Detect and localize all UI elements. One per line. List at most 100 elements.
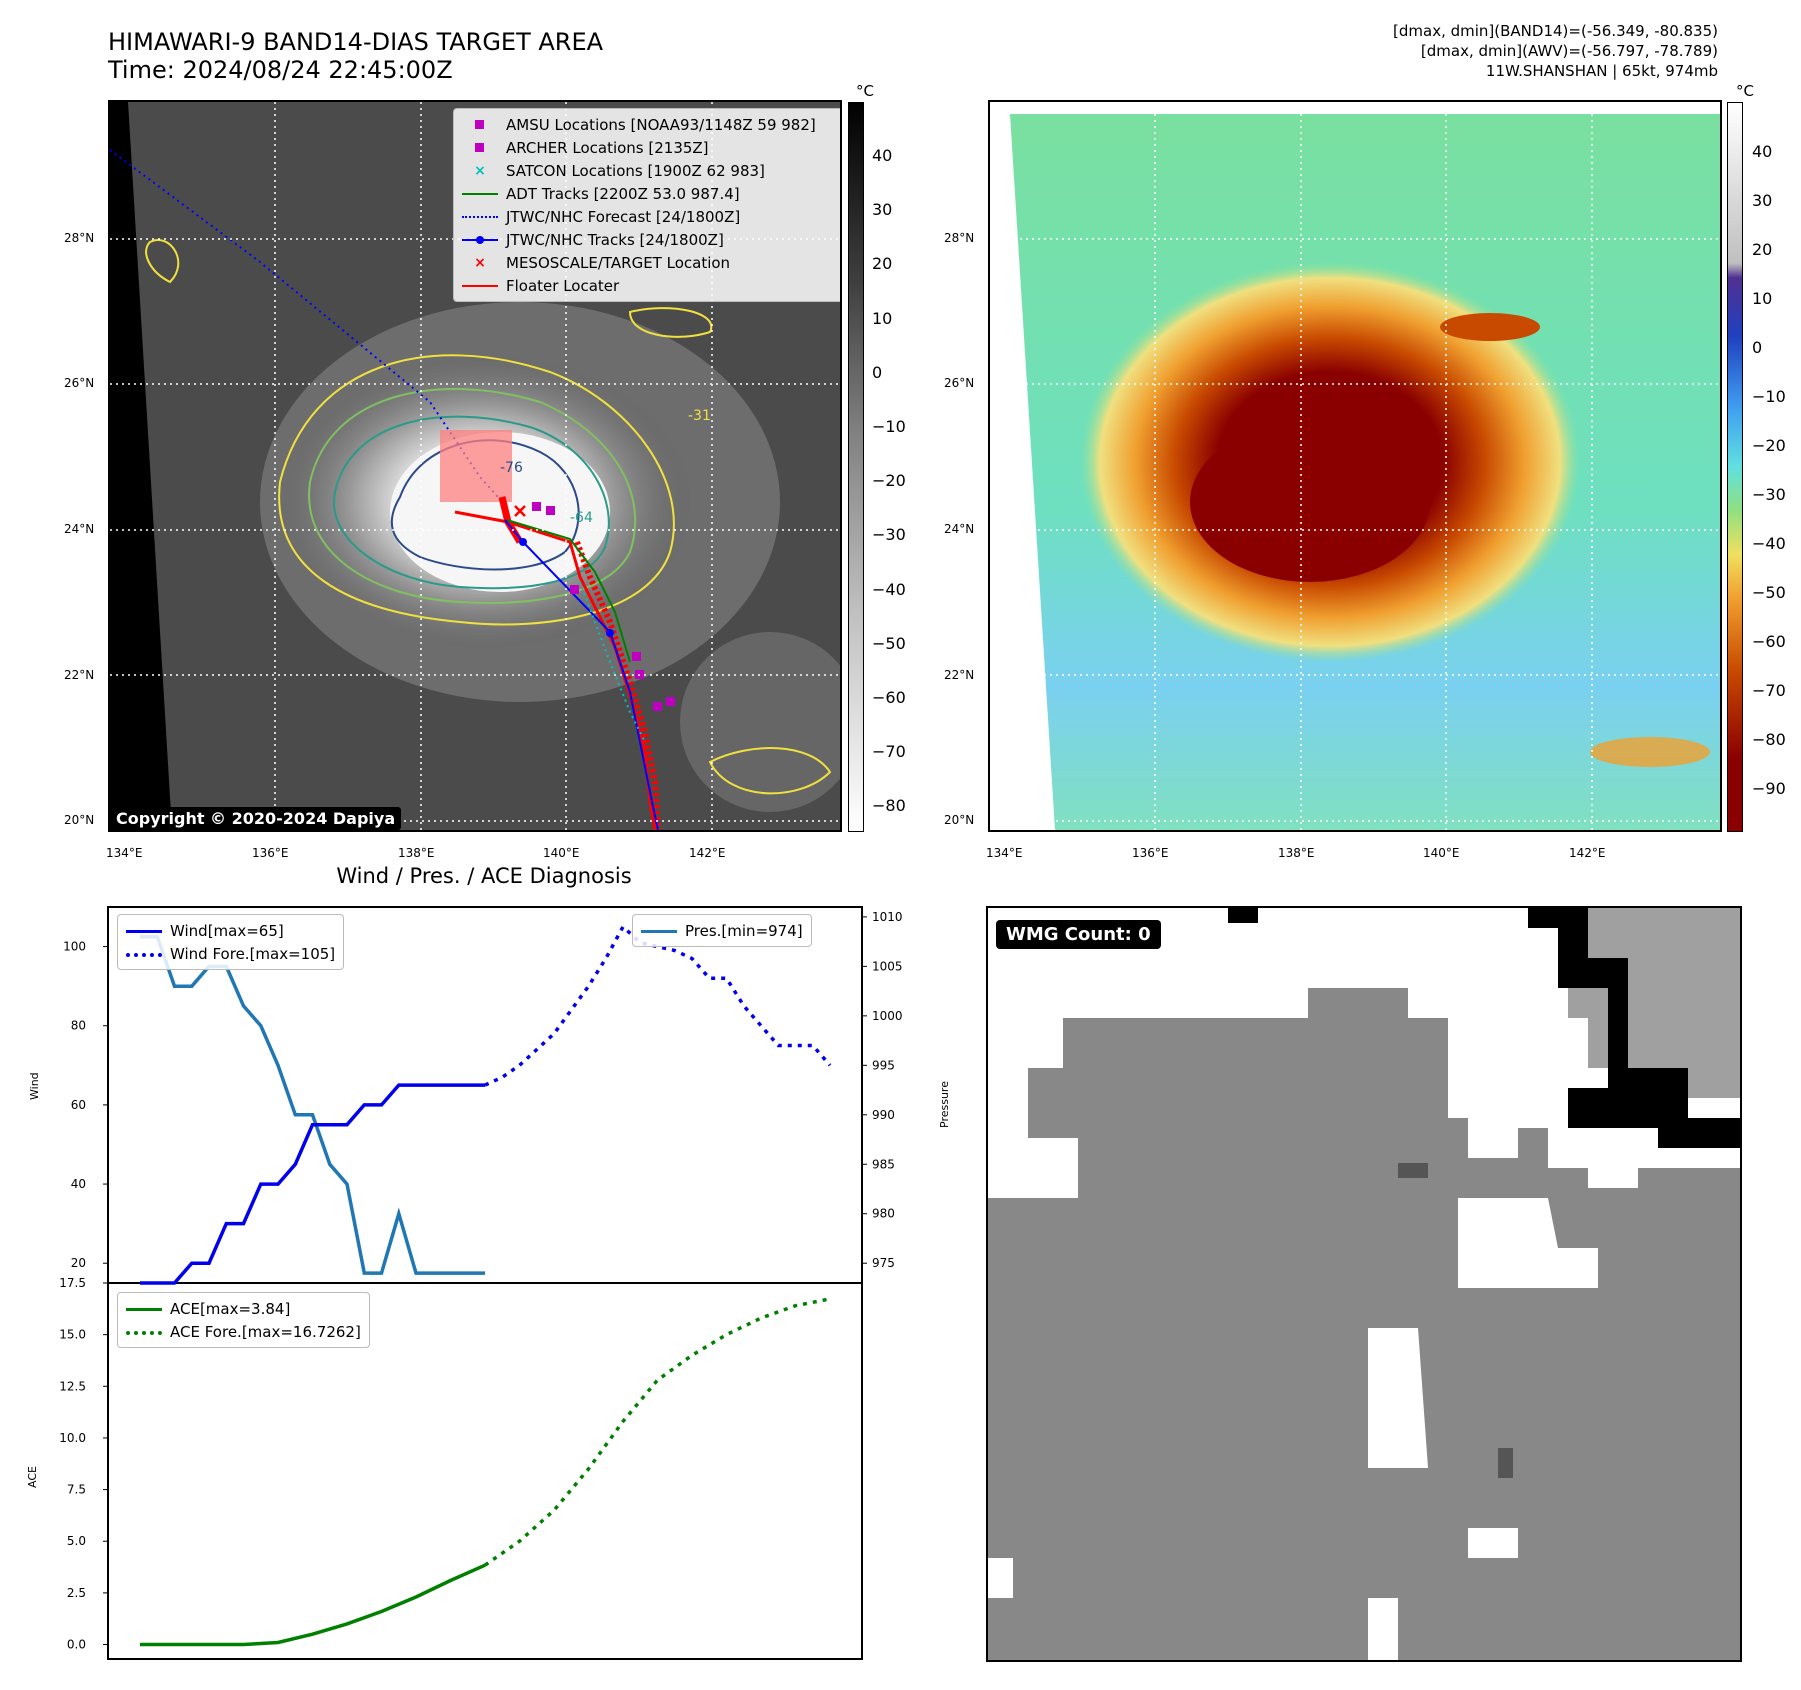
legend-item-ace-fore: ACE Fore.[max=16.7262] <box>126 1320 361 1343</box>
line-icon <box>641 925 677 937</box>
lat-tick: 26°N <box>64 376 95 390</box>
legend-item-wind: Wind[max=65] <box>126 919 335 942</box>
pressure-axis-tick-label: 980 <box>872 1207 895 1221</box>
lat-tick: 28°N <box>944 231 975 245</box>
legend-item-jtwc-tracks: JTWC/NHC Tracks [24/1800Z] <box>462 228 834 251</box>
legend-label: ADT Tracks [2200Z 53.0 987.4] <box>506 184 740 203</box>
lat-tick: 20°N <box>944 813 975 827</box>
ace-legend: ACE[max=3.84] ACE Fore.[max=16.7262] <box>117 1292 370 1348</box>
ace-axis-tick-label: 17.5 <box>59 1276 86 1290</box>
ace-axis-tick-label: 15.0 <box>59 1328 86 1342</box>
legend-label: Pres.[min=974] <box>685 921 803 940</box>
legend-label: ACE[max=3.84] <box>170 1299 291 1318</box>
legend-label: Wind Fore.[max=105] <box>170 944 336 963</box>
colorbar-tick-label: −80 <box>872 796 906 816</box>
lon-tick: 138°E <box>1278 846 1315 860</box>
colorbar-unit: °C <box>1736 82 1754 100</box>
colorbar-tick-label: 0 <box>872 362 883 382</box>
info-awv: [dmax, dmin](AWV)=(-56.797, -78.789) <box>1420 42 1718 60</box>
wind-axis-tick-label: 40 <box>71 1177 86 1191</box>
copyright-label: Copyright © 2020-2024 Dapiya <box>110 807 402 830</box>
lat-tick: 28°N <box>64 231 95 245</box>
lon-tick: 138°E <box>398 846 435 860</box>
x-marker-icon: × <box>474 162 486 179</box>
legend-item-target: × MESOSCALE/TARGET Location <box>462 251 834 274</box>
legend-label: Floater Locater <box>506 276 620 295</box>
legend-item-pres: Pres.[min=974] <box>641 919 803 942</box>
colorbar-tick-label: −80 <box>1752 730 1786 749</box>
colorbar-tick-label: −30 <box>872 525 906 545</box>
legend-label: JTWC/NHC Forecast [24/1800Z] <box>506 207 741 226</box>
diagnosis-chart: 100 80 60 40 20 1010 1005 1000 995 990 985 980 975 17… <box>59 906 903 1660</box>
ace-plot-frame <box>107 1282 863 1660</box>
line-dot-icon <box>462 234 498 246</box>
legend-item-floater: Floater Locater <box>462 274 834 297</box>
legend-label: Wind[max=65] <box>170 921 284 940</box>
x-marker-icon: × <box>474 254 486 271</box>
awv-map-panel <box>988 100 1722 832</box>
lon-tick: 142°E <box>1569 846 1606 860</box>
contour-label-31: -31 <box>688 408 711 424</box>
series-line-pres-0 <box>140 934 485 1275</box>
pressure-legend: Pres.[min=974] <box>632 914 812 947</box>
legend-label: AMSU Locations [NOAA93/1148Z 59 982] <box>506 115 816 134</box>
awv-map-image <box>990 102 1720 830</box>
colorbar-tick-label: −30 <box>1752 485 1786 504</box>
legend-item-ace: ACE[max=3.84] <box>126 1297 361 1320</box>
wind-axis-tick-label: 80 <box>71 1019 86 1033</box>
legend-item-adt: ADT Tracks [2200Z 53.0 987.4] <box>462 182 834 205</box>
legend-item-jtwc-forecast: JTWC/NHC Forecast [24/1800Z] <box>462 205 834 228</box>
lat-tick: 22°N <box>944 668 975 682</box>
dotted-line-icon <box>126 1326 162 1338</box>
colorbar-tick-label: 10 <box>1752 289 1773 308</box>
lon-tick: 142°E <box>689 846 726 860</box>
pressure-axis-tick-label: 985 <box>872 1157 895 1171</box>
ace-axis-tick-label: 5.0 <box>67 1534 86 1548</box>
colorbar-tick-label: −20 <box>1752 436 1786 455</box>
chart-time: Time: 2024/08/24 22:45:00Z <box>108 56 453 84</box>
colorbar-tick-label: −40 <box>1752 534 1786 553</box>
pressure-axis-tick-label: 990 <box>872 1108 895 1122</box>
ir-map-panel: -76 -64 -31 AMSU Locations [NOAA93/1148Z… <box>108 100 842 832</box>
colorbar-tick-label: −50 <box>872 633 906 653</box>
lon-tick: 136°E <box>1132 846 1169 860</box>
lon-tick: 140°E <box>543 846 580 860</box>
lat-tick: 22°N <box>64 668 95 682</box>
line-icon <box>462 280 498 292</box>
series-line-wind-1 <box>484 923 832 1087</box>
legend-item-satcon: × SATCON Locations [1900Z 62 983] <box>462 159 834 182</box>
square-marker-icon <box>462 142 498 154</box>
wind-axis-tick-label: 100 <box>63 940 86 954</box>
wmg-grid-image <box>988 908 1740 1660</box>
pressure-axis-tick-label: 995 <box>872 1058 895 1072</box>
wind-axis-tick-label: 60 <box>71 1098 86 1112</box>
square-marker-icon <box>462 119 498 131</box>
colorbar-tick-label: 10 <box>872 308 893 328</box>
line-icon <box>126 925 162 937</box>
legend-label: SATCON Locations [1900Z 62 983] <box>506 161 765 180</box>
legend-item-wind-fore: Wind Fore.[max=105] <box>126 942 335 965</box>
lat-tick: 26°N <box>944 376 975 390</box>
lon-tick: 134°E <box>986 846 1023 860</box>
series-line-ace-1 <box>484 1297 831 1567</box>
dotted-line-icon <box>126 948 162 960</box>
diagnosis-title: Wind / Pres. / ACE Diagnosis <box>336 864 632 888</box>
colorbar-tick-label: −10 <box>872 417 906 436</box>
lon-tick: 140°E <box>1423 846 1460 860</box>
colorbar-tick-label: 20 <box>872 254 893 274</box>
chart-title: HIMAWARI-9 BAND14-DIAS TARGET AREA <box>108 28 604 56</box>
info-storm: 11W.SHANSHAN | 65kt, 974mb <box>1485 62 1718 80</box>
colorbar-tick-label: −70 <box>872 742 906 762</box>
colorbar-unit: °C <box>856 82 874 100</box>
colorbar-tick-label: −20 <box>872 471 906 491</box>
colorbar-tick-label: −90 <box>1752 779 1786 798</box>
colorbar-tick-label: −10 <box>1752 387 1786 406</box>
legend-label: JTWC/NHC Tracks [24/1800Z] <box>506 230 724 249</box>
legend-item-archer: ARCHER Locations [2135Z] <box>462 136 834 159</box>
ace-axis-tick-label: 2.5 <box>67 1586 86 1600</box>
colorbar-tick-label: −60 <box>1752 632 1786 651</box>
lon-tick: 136°E <box>252 846 289 860</box>
dotted-line-icon <box>462 211 498 223</box>
legend-label: ACE Fore.[max=16.7262] <box>170 1322 361 1341</box>
info-band14: [dmax, dmin](BAND14)=(-56.349, -80.835) <box>1393 22 1718 40</box>
